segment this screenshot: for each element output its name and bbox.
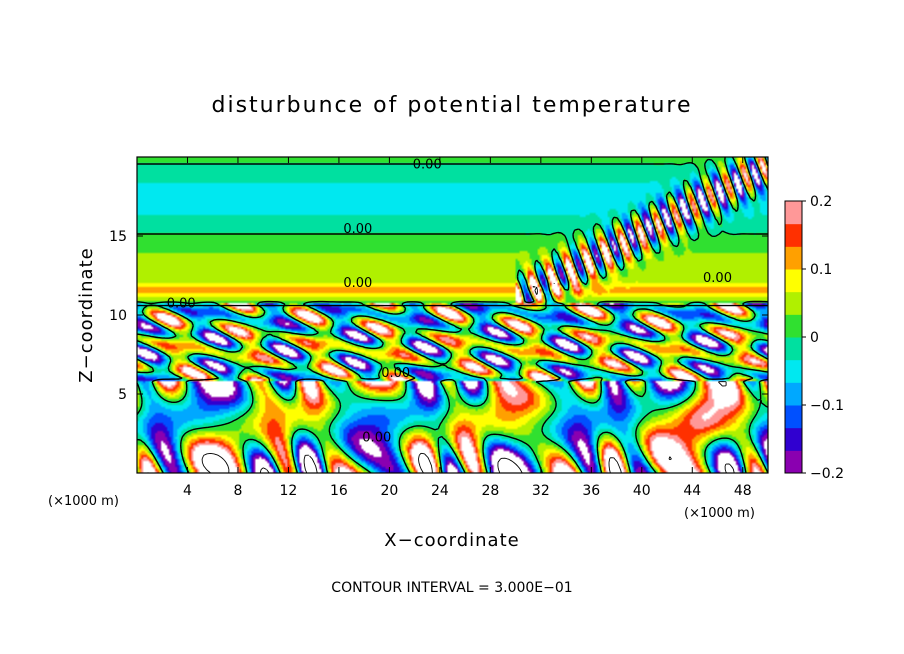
- x-tick-label: 16: [330, 483, 348, 499]
- colorbar-band: [785, 405, 802, 429]
- contour-label: 0.00: [381, 366, 410, 381]
- chart-title: disturbunce of potential temperature: [212, 93, 693, 118]
- x-tick-label: 20: [380, 483, 398, 499]
- y-axis-ticks: 5 10 15: [109, 229, 768, 403]
- colorbar: 0.2 0.1 0 −0.1 −0.2: [784, 194, 844, 482]
- x-tick-label: 32: [532, 483, 550, 499]
- colorbar-tick-label: 0.2: [810, 194, 832, 210]
- colorbar-band: [785, 269, 802, 293]
- x-tick-label: 28: [481, 483, 499, 499]
- x-tick-label: 48: [734, 483, 752, 499]
- colorbar-band: [785, 337, 802, 361]
- x-axis-unit-left: (×1000 m): [48, 494, 119, 509]
- y-tick-label: 10: [109, 308, 127, 324]
- y-tick-label: 5: [118, 387, 127, 403]
- colorbar-band: [785, 427, 802, 451]
- x-tick-label: 12: [280, 483, 298, 499]
- x-tick-label: 36: [582, 483, 600, 499]
- contour-lines: [136, 156, 769, 474]
- colorbar-tick-label: −0.2: [810, 466, 844, 482]
- colorbar-tick-label: 0: [810, 330, 819, 346]
- contour-line: [136, 156, 769, 474]
- x-tick-label: 4: [183, 483, 192, 499]
- colorbar-band: [785, 382, 802, 406]
- colorbar-band: [785, 314, 802, 338]
- x-tick-label: 44: [683, 483, 701, 499]
- contour-label: 0.00: [343, 222, 372, 237]
- colorbar-band: [785, 291, 802, 315]
- colorbar-tick-label: −0.1: [810, 398, 844, 414]
- x-axis-ticks: 4 8 12 16 20 24 28 32 36 40 44 48: [183, 157, 752, 499]
- x-tick-label: 24: [431, 483, 449, 499]
- colorbar-bands: [785, 201, 802, 474]
- contour-label: 0.00: [343, 276, 372, 291]
- y-tick-label: 15: [109, 229, 127, 245]
- colorbar-band: [785, 223, 802, 247]
- contour-label: 0.00: [703, 271, 732, 286]
- contour-label: 0.00: [413, 157, 442, 172]
- x-axis-unit-right: (×1000 m): [684, 506, 755, 521]
- contour-label: 0.00: [167, 296, 196, 311]
- y-axis-label: Z−coordinate: [76, 247, 97, 382]
- x-tick-label: 8: [233, 483, 242, 499]
- colorbar-band: [785, 450, 802, 474]
- contour-labels: 0.00 0.00 0.00 0.00 0.00 0.00 0.00: [167, 157, 732, 445]
- temperature-field: [137, 157, 768, 473]
- contour-line: [259, 454, 735, 474]
- x-tick-label: 40: [633, 483, 651, 499]
- colorbar-band: [785, 359, 802, 383]
- colorbar-band: [785, 201, 802, 225]
- colorbar-band: [785, 246, 802, 270]
- colorbar-ticks: 0.2 0.1 0 −0.1 −0.2: [802, 194, 844, 482]
- contour-interval-note: CONTOUR INTERVAL = 3.000E−01: [331, 580, 572, 596]
- x-axis-label: X−coordinate: [384, 530, 519, 551]
- contour-label: 0.00: [362, 431, 391, 446]
- colorbar-tick-label: 0.1: [810, 262, 832, 278]
- plot-area: 0.00 0.00 0.00 0.00 0.00 0.00 0.00: [136, 156, 769, 474]
